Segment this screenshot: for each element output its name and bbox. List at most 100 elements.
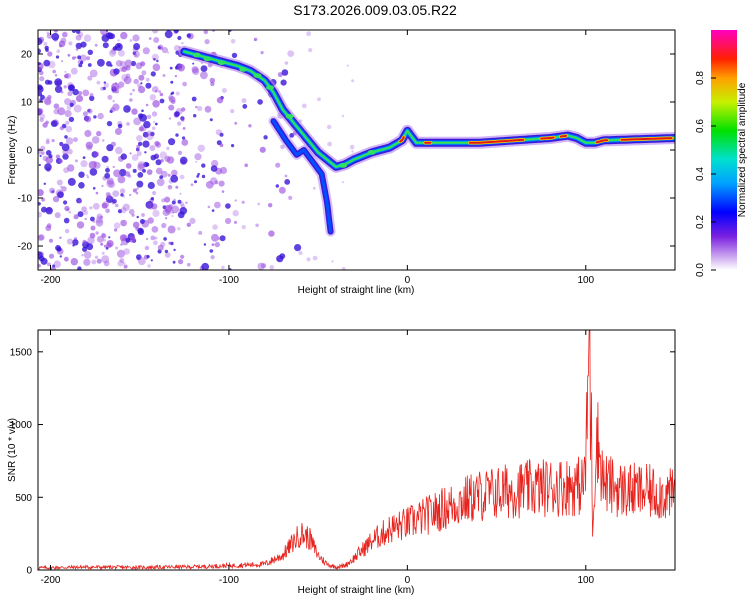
noise-speck bbox=[134, 54, 138, 57]
noise-speck bbox=[182, 126, 186, 130]
noise-speck bbox=[234, 220, 237, 224]
noise-speck bbox=[280, 79, 287, 86]
noise-speck bbox=[177, 63, 185, 72]
noise-speck bbox=[281, 69, 289, 76]
noise-speck bbox=[151, 226, 159, 233]
noise-speck bbox=[70, 258, 79, 266]
noise-speck bbox=[41, 206, 47, 213]
noise-speck bbox=[214, 180, 219, 185]
noise-speck bbox=[210, 81, 215, 87]
noise-speck bbox=[43, 41, 48, 46]
spectrogram-peaks bbox=[192, 52, 674, 168]
noise-speck bbox=[287, 50, 295, 57]
y-tick-label: 1500 bbox=[10, 347, 33, 358]
noise-speck bbox=[349, 144, 355, 150]
noise-speck bbox=[124, 59, 133, 68]
noise-speck bbox=[214, 241, 220, 248]
noise-speck bbox=[50, 120, 58, 127]
y-tick-label: 10 bbox=[21, 98, 33, 109]
noise-speck bbox=[41, 197, 45, 202]
noise-speck bbox=[136, 135, 143, 142]
noise-speck bbox=[138, 74, 145, 81]
noise-speck bbox=[38, 37, 43, 46]
noise-speck bbox=[92, 187, 96, 190]
noise-speck bbox=[241, 98, 247, 104]
noise-speck bbox=[173, 45, 181, 52]
noise-speck bbox=[115, 60, 123, 67]
y-tick-label: 20 bbox=[21, 50, 33, 61]
noise-speck bbox=[138, 126, 144, 132]
noise-speck bbox=[129, 152, 132, 155]
noise-speck bbox=[156, 178, 165, 187]
noise-speck bbox=[221, 265, 225, 270]
noise-speck bbox=[231, 144, 235, 148]
noise-speck bbox=[284, 174, 288, 178]
y-tick-label: 1000 bbox=[10, 420, 33, 431]
noise-speck bbox=[248, 124, 252, 128]
noise-speck bbox=[114, 42, 123, 51]
noise-speck bbox=[101, 233, 107, 239]
noise-speck bbox=[80, 160, 88, 168]
noise-speck bbox=[181, 118, 185, 122]
noise-speck bbox=[190, 183, 194, 187]
noise-speck bbox=[142, 140, 150, 148]
noise-speck bbox=[294, 244, 302, 252]
noise-speck bbox=[149, 94, 156, 101]
noise-speck bbox=[82, 156, 86, 160]
noise-speck bbox=[103, 244, 107, 248]
noise-speck bbox=[177, 227, 181, 231]
noise-speck bbox=[234, 199, 237, 202]
noise-speck bbox=[153, 240, 158, 246]
noise-speck bbox=[151, 53, 159, 61]
noise-speck bbox=[152, 30, 158, 34]
noise-speck bbox=[114, 203, 119, 208]
noise-speck bbox=[159, 98, 165, 104]
noise-speck bbox=[308, 48, 313, 53]
noise-speck bbox=[64, 75, 67, 78]
noise-speck bbox=[123, 264, 128, 269]
noise-speck bbox=[123, 76, 132, 85]
noise-speck bbox=[260, 51, 264, 55]
noise-speck bbox=[68, 210, 72, 214]
noise-speck bbox=[218, 180, 225, 187]
noise-speck bbox=[72, 88, 79, 96]
noise-speck bbox=[131, 154, 139, 161]
noise-speck bbox=[106, 195, 111, 200]
noise-speck bbox=[158, 90, 162, 94]
noise-speck bbox=[173, 198, 177, 202]
noise-speck bbox=[219, 235, 226, 242]
noise-speck bbox=[68, 116, 75, 123]
noise-speck bbox=[181, 139, 189, 146]
noise-speck bbox=[142, 131, 149, 138]
noise-speck bbox=[77, 266, 82, 270]
ridge-blob bbox=[285, 114, 294, 119]
noise-speck bbox=[55, 245, 61, 251]
noise-speck bbox=[164, 249, 169, 254]
noise-speck bbox=[82, 246, 88, 252]
noise-speck bbox=[351, 150, 354, 153]
noise-speck bbox=[241, 225, 246, 230]
spectrogram-branch-band bbox=[272, 119, 333, 234]
noise-speck bbox=[137, 257, 146, 266]
noise-speck bbox=[171, 169, 178, 177]
noise-speck bbox=[341, 267, 346, 270]
noise-speck bbox=[136, 151, 142, 157]
noise-speck bbox=[65, 120, 70, 125]
noise-speck bbox=[78, 91, 83, 96]
noise-speck bbox=[77, 55, 82, 60]
noise-speck bbox=[154, 122, 158, 126]
noise-speck bbox=[61, 186, 67, 192]
noise-speck bbox=[312, 186, 316, 190]
colorbar-label: Normalized spectral amplitude bbox=[737, 82, 748, 217]
noise-speck bbox=[73, 214, 79, 220]
noise-speck bbox=[94, 255, 99, 259]
noise-speck bbox=[277, 72, 283, 78]
noise-speck bbox=[89, 206, 93, 210]
noise-speck bbox=[105, 167, 110, 173]
noise-speck bbox=[168, 104, 175, 111]
noise-speck bbox=[103, 260, 110, 267]
noise-speck bbox=[137, 83, 142, 89]
noise-speck bbox=[140, 82, 143, 85]
noise-speck bbox=[83, 34, 92, 42]
noise-speck bbox=[231, 52, 238, 59]
